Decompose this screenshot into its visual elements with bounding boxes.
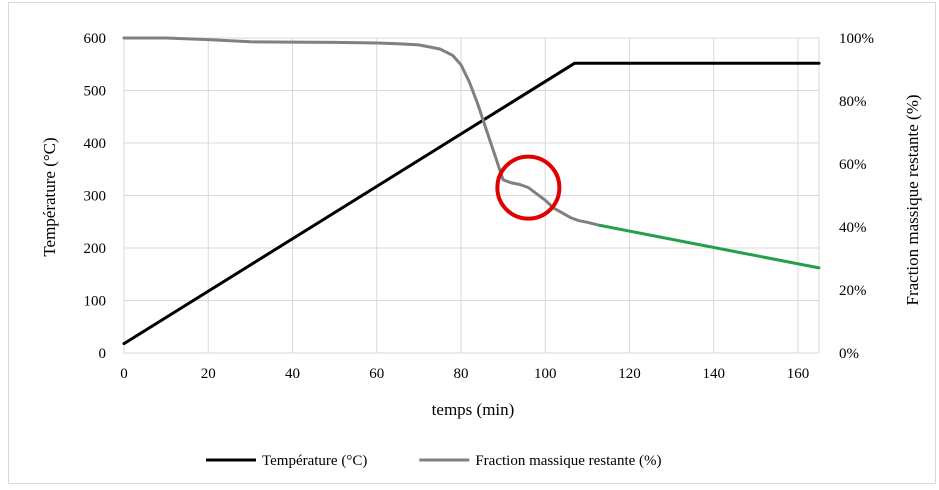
y-left-tick-label: 300 xyxy=(84,189,107,205)
x-axis-title: temps (min) xyxy=(432,400,515,419)
x-tick-label: 80 xyxy=(453,366,468,382)
y-left-tick-label: 100 xyxy=(84,294,107,310)
x-tick-label: 160 xyxy=(787,366,810,382)
chart-frame: 0 20 40 60 80 100 120 140 160 0 100 200 300 400 500 600… xyxy=(8,2,936,484)
annotation-circle xyxy=(495,154,562,221)
legend-label: Température (°C) xyxy=(262,453,367,469)
y-right-tick-label: 40% xyxy=(839,220,867,236)
y-left-tick-label: 600 xyxy=(84,31,107,47)
x-tick-label: 140 xyxy=(702,366,725,382)
legend: Température (°C) Fraction massique restan… xyxy=(206,453,662,469)
series-line-2 xyxy=(598,223,821,270)
chart: 0 20 40 60 80 100 120 140 160 0 100 200 300 400 500 600… xyxy=(40,31,922,469)
y-left-tick-label: 500 xyxy=(84,84,107,100)
series-line-0 xyxy=(122,61,821,346)
x-tick-label: 120 xyxy=(618,366,641,382)
y-axis-right-title: Fraction massique restante (%) xyxy=(903,94,922,305)
series-layer xyxy=(122,36,821,346)
y-left-tick-label: 200 xyxy=(84,241,107,257)
y-right-tick-label: 20% xyxy=(839,283,867,299)
y-left-tick-label: 400 xyxy=(84,136,107,152)
tick-labels: 0 20 40 60 80 100 120 140 160 0 100 200 300 400 500 600… xyxy=(84,31,875,382)
x-tick-label: 0 xyxy=(120,366,128,382)
legend-label: Fraction massique restante (%) xyxy=(475,453,661,469)
y-left-tick-label: 0 xyxy=(99,346,107,362)
series-line-1 xyxy=(122,36,602,227)
y-axis-left-title: Température (°C) xyxy=(40,137,59,256)
x-tick-label: 100 xyxy=(534,366,557,382)
y-right-tick-label: 60% xyxy=(839,157,867,173)
grid xyxy=(123,37,820,354)
x-tick-label: 20 xyxy=(201,366,216,382)
y-right-tick-label: 80% xyxy=(839,94,867,110)
x-tick-label: 40 xyxy=(285,366,300,382)
y-right-tick-label: 100% xyxy=(839,31,874,47)
y-right-tick-label: 0% xyxy=(839,346,859,362)
x-tick-label: 60 xyxy=(369,366,384,382)
